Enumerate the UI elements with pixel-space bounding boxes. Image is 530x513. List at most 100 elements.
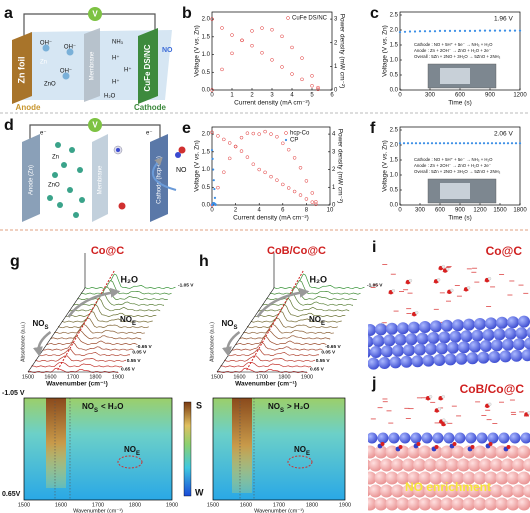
x-tick-label: 10 [327,208,334,214]
voltage-point [222,137,226,142]
power-point [281,141,285,146]
voltmeter [88,118,102,132]
x-tick-label: 300 [425,93,436,99]
atom [498,432,510,444]
x-tick-label: 6 [281,208,285,214]
potential-label: 0.65 V [121,366,136,372]
atom [479,458,492,472]
panel-label: j [371,375,376,392]
spectrum [80,280,172,295]
atom [462,471,476,485]
zno-label: ZnO [44,82,56,88]
atom [501,458,514,472]
map-frame [23,397,173,501]
voltage-point [428,30,432,33]
voltage-point [245,155,250,159]
atom [400,355,413,368]
voltage-point [513,29,517,32]
atom [463,318,475,331]
atom [353,498,366,511]
atom [402,458,415,472]
atom [440,445,454,459]
x-tick-label: 900 [485,93,496,99]
membrane-label: Membrane [98,165,104,194]
cathode [150,134,168,222]
plot-frame [211,11,333,91]
species-label: NOE [120,315,136,326]
particle [73,212,79,218]
membrane [84,28,100,102]
voltage-point [260,51,264,55]
voltage-point [453,29,457,32]
electron-label: e⁻ [40,131,47,137]
y-tick-label: 2.5 [390,128,399,134]
atom [460,330,473,343]
atom [466,286,471,290]
atom [515,327,528,340]
potential-label: -1.05 V [178,282,194,288]
arrow [32,330,52,357]
h2o-label: H₂O [310,274,328,284]
atom [509,432,521,444]
atom [416,332,429,345]
x-tick-label: 1800 [278,374,290,380]
atom [473,471,487,485]
spectrum [61,311,153,323]
spectrum [254,304,346,317]
voltage-point [220,26,224,30]
power-point [216,185,220,190]
atom [391,458,404,472]
legend-label: hcp-Co [290,131,310,137]
panel-title: Co@C [486,244,523,258]
atom [491,339,503,352]
atom [368,357,380,370]
voltage-point [518,29,522,32]
y-tick-label: 2.0 [390,143,399,149]
atom [465,432,477,444]
voltage-point [213,196,217,200]
atom [451,497,465,511]
spectrum [46,335,138,346]
x-tick-label: 1500 [22,374,34,380]
atom [527,411,530,415]
voltage-point [216,134,220,138]
x-tick-label: 1800 [129,502,141,508]
atom [468,484,481,498]
y-tick-label: 2.5 [390,13,399,19]
atom [469,340,481,353]
voltage-point [275,178,279,182]
y-tick-label: 0.0 [202,203,211,209]
power-point [210,88,214,92]
voltage-point [498,29,502,32]
relation: < H₂O [101,402,123,411]
y-tick-label: 0.5 [202,70,211,76]
spectrum [228,348,319,357]
atom [477,351,490,364]
panel-label: i [372,239,376,256]
atom [418,471,432,485]
x-tick-label: 3 [270,93,274,99]
x-axis-label: Current density (mA cm⁻²) [233,215,309,222]
atom [391,484,404,498]
voltage-point [269,174,273,179]
equation: Cathode : NO + 5H⁺ + 5e⁻ → NH₃ + H₂O [414,157,493,162]
particle [52,172,58,178]
voltage-point [514,142,518,145]
power-point [280,34,284,39]
atom [380,458,393,472]
y-tick-label: 1.0 [202,52,211,58]
voltage-point [286,186,291,190]
atom [444,420,448,425]
voltage-point [403,30,407,33]
atom [397,322,409,335]
map-note: NOS < H₂O [82,402,123,413]
species-sub: S [234,325,238,331]
atom [479,484,492,498]
voltage-point [458,29,462,32]
atom [488,402,492,406]
x-tick-label: 2 [250,93,254,99]
atom [468,458,481,472]
voltage-point [508,29,512,32]
atom [524,337,530,350]
